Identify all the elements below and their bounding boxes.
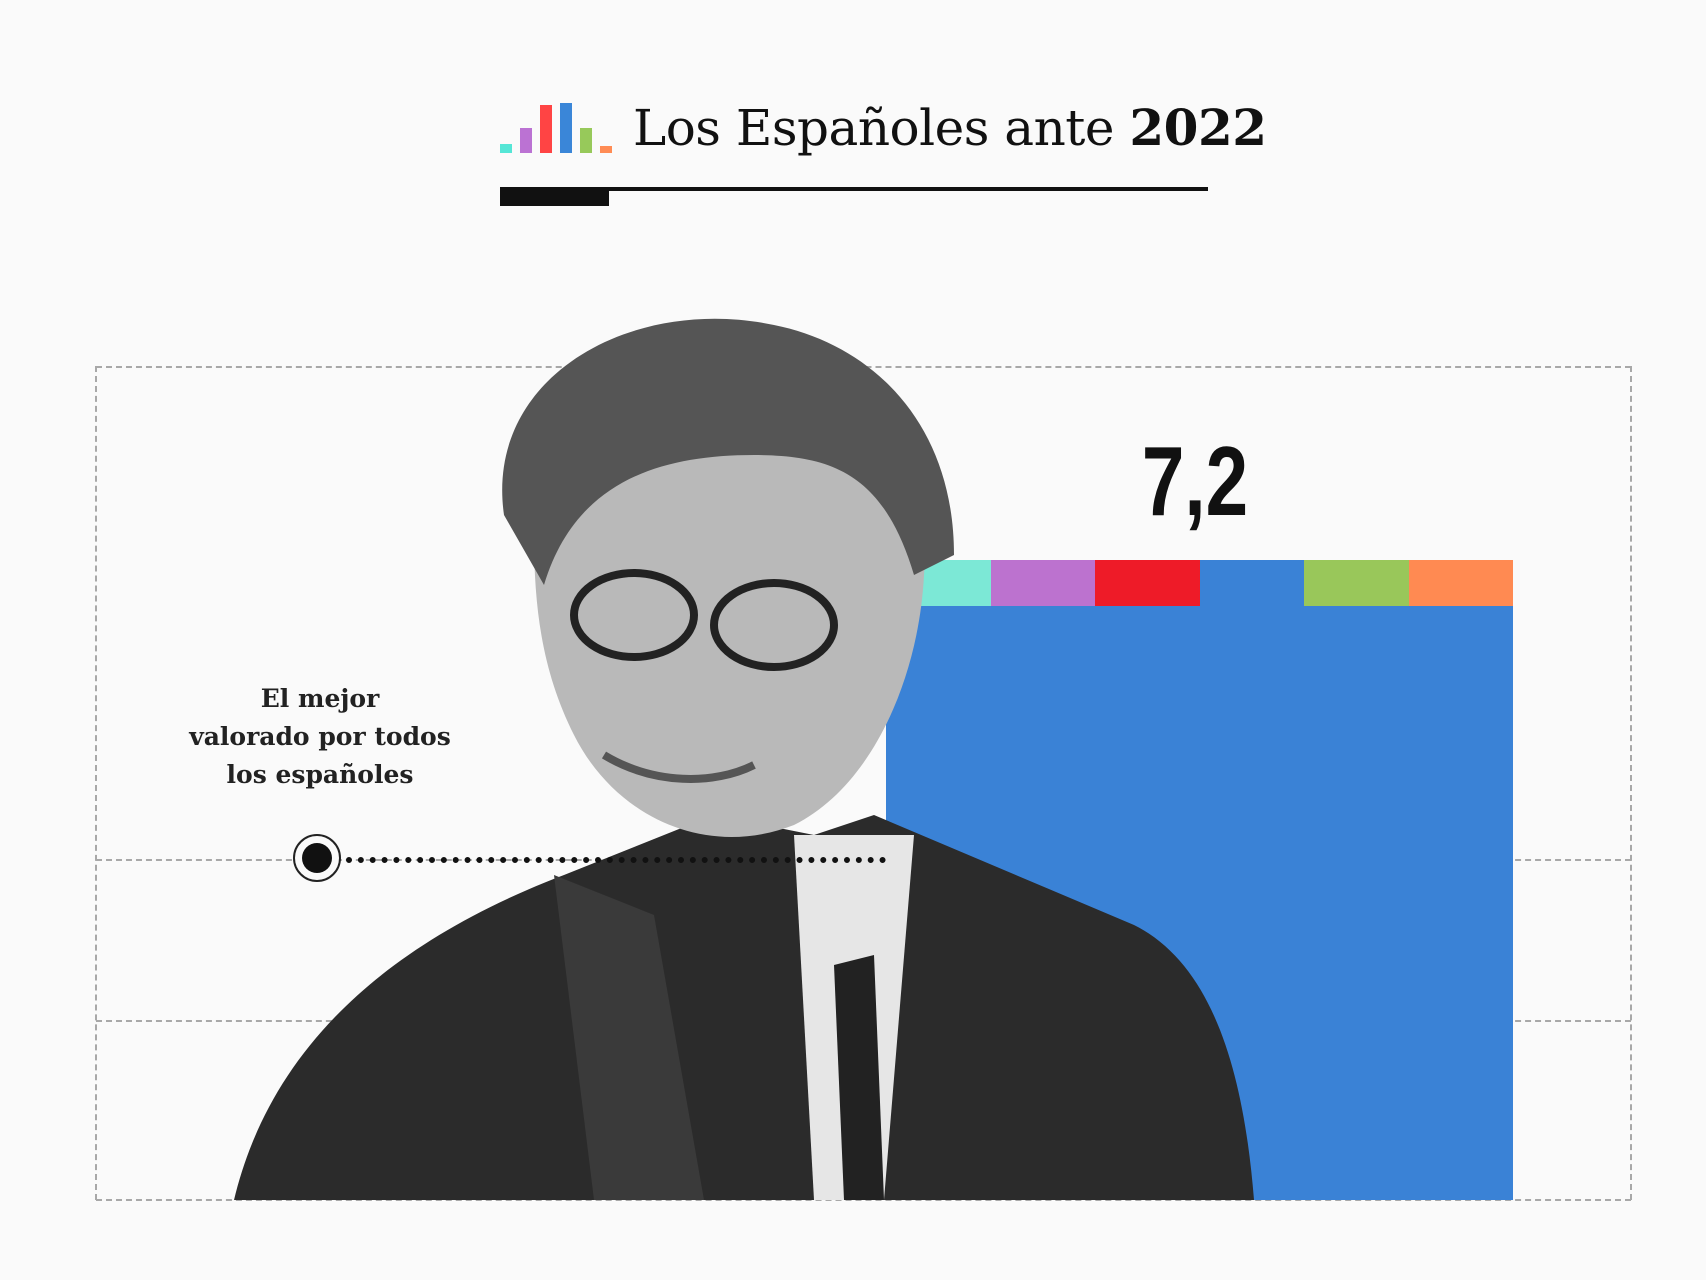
title-regular: Los Españoles ante (633, 99, 1114, 157)
title-underline-accent (500, 187, 609, 206)
bar-chart-logo-icon (500, 103, 612, 153)
frame-left (95, 366, 97, 1200)
page-title: Los Españoles ante 2022 (633, 98, 1267, 157)
portrait-photo (234, 318, 1254, 1200)
bar-value-label: 7,2 (1141, 426, 1249, 536)
title-underline (500, 187, 1208, 191)
bar-stripe-segment (1199, 560, 1304, 606)
bar-stripe-segment (1095, 560, 1200, 606)
annotation-leader-line (346, 857, 886, 863)
annotation-line: El mejor (260, 684, 380, 713)
frame-bottom (96, 1199, 1631, 1201)
bar-stripe-segment (1408, 560, 1513, 606)
frame-right (1630, 366, 1632, 1200)
annotation-label: El mejor valorado por todos los españole… (170, 680, 470, 794)
annotation-line: valorado por todos (189, 722, 451, 751)
bar-stripe-segment (990, 560, 1095, 606)
bar-stripe-segment (1304, 560, 1409, 606)
annotation-line: los españoles (226, 760, 414, 789)
annotation-marker (293, 834, 341, 882)
title-year: 2022 (1129, 98, 1267, 157)
